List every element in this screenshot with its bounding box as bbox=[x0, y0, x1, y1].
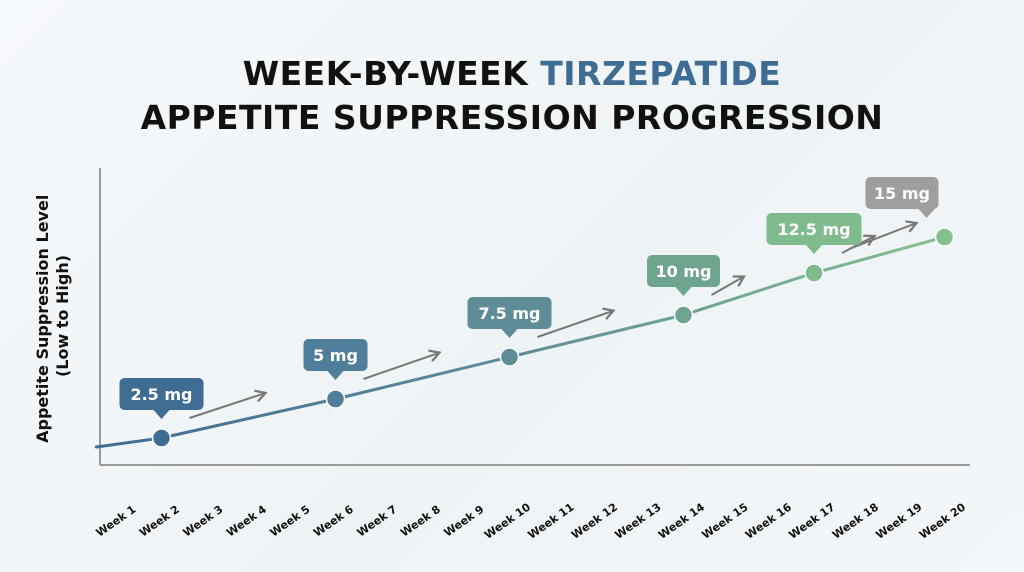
progress-arrow bbox=[711, 275, 746, 296]
progress-arrow bbox=[189, 389, 268, 419]
progress-arrows bbox=[189, 220, 919, 419]
dose-label-pointer bbox=[806, 245, 822, 254]
x-tick-label: Week 12 bbox=[569, 501, 620, 542]
dose-label-box bbox=[303, 339, 368, 371]
data-point bbox=[804, 263, 824, 283]
data-point bbox=[934, 227, 955, 247]
dose-label-pointer bbox=[501, 329, 518, 338]
dose-label-box bbox=[467, 297, 552, 329]
progress-arrow bbox=[537, 307, 616, 338]
dose-label: 5 mg bbox=[303, 339, 368, 380]
x-tick-label: Week 9 bbox=[442, 503, 487, 540]
x-tick-label: Week 11 bbox=[526, 501, 577, 542]
x-tick-label: Week 8 bbox=[398, 503, 443, 540]
x-tick-label: Week 2 bbox=[137, 503, 182, 540]
chart-title-line-1: WEEK-BY-WEEK TIRZEPATIDE bbox=[0, 54, 1024, 93]
x-tick-label: Week 5 bbox=[268, 503, 313, 540]
dose-label-pointer bbox=[153, 410, 170, 419]
x-tick-label: Week 20 bbox=[917, 500, 968, 541]
dose-label-text: 2.5 mg bbox=[130, 385, 192, 404]
x-tick-label: Week 6 bbox=[311, 503, 356, 540]
data-point bbox=[325, 389, 346, 409]
x-tick-label: Week 17 bbox=[787, 501, 838, 542]
y-axis-title: Appetite Suppression Level (Low to High) bbox=[33, 189, 72, 443]
x-tick-label: Week 16 bbox=[743, 500, 794, 541]
dose-label-text: 10 mg bbox=[656, 262, 712, 281]
dose-label: 2.5 mg bbox=[119, 378, 204, 419]
dose-label: 7.5 mg bbox=[467, 297, 552, 338]
x-tick-label: Week 1 bbox=[94, 503, 139, 540]
x-tick-label: Week 14 bbox=[656, 500, 707, 541]
x-tick-label: Week 4 bbox=[224, 503, 269, 540]
dose-label-text: 12.5 mg bbox=[777, 220, 850, 239]
data-point bbox=[499, 347, 520, 367]
dose-label-pointer bbox=[918, 209, 935, 218]
chart-title-line-2: APPETITE SUPPRESSION PROGRESSION bbox=[140, 98, 884, 137]
x-tick-label: Week 19 bbox=[874, 501, 925, 542]
dose-label-pointer bbox=[675, 287, 692, 296]
title-accent: TIRZEPATIDE bbox=[540, 54, 782, 93]
progress-arrow bbox=[848, 220, 919, 250]
dose-labels: 2.5 mg 5 mg 7.5 mg 10 mg 12.5 mg 15 mg bbox=[119, 177, 939, 419]
x-tick-label: Week 15 bbox=[700, 501, 751, 542]
dose-label-text: 15 mg bbox=[874, 184, 930, 203]
dose-label: 10 mg bbox=[647, 255, 720, 296]
data-point bbox=[673, 305, 694, 325]
dose-label-box bbox=[647, 255, 720, 287]
dose-points bbox=[151, 227, 955, 448]
dose-label-pointer bbox=[327, 371, 344, 380]
progress-arrow bbox=[363, 349, 442, 380]
dose-label-box bbox=[119, 378, 204, 410]
x-tick-label: Week 13 bbox=[613, 501, 664, 542]
dose-label-box bbox=[766, 213, 862, 245]
y-axis-title-line-2: (Low to High) bbox=[53, 255, 72, 377]
x-tick-label: Week 3 bbox=[181, 503, 226, 540]
dose-label-box bbox=[865, 177, 939, 209]
dose-label-text: 7.5 mg bbox=[478, 304, 540, 323]
dose-label-text: 5 mg bbox=[313, 346, 358, 365]
x-tick-label: Week 10 bbox=[482, 500, 533, 541]
x-tick-label: Week 7 bbox=[355, 503, 400, 540]
dose-label: 12.5 mg bbox=[766, 213, 862, 254]
data-point bbox=[151, 428, 172, 448]
dose-label: 15 mg bbox=[865, 177, 939, 218]
y-axis-title-line-1: Appetite Suppression Level bbox=[33, 195, 52, 443]
x-tick-label: Week 18 bbox=[830, 501, 881, 542]
title-prefix: WEEK-BY-WEEK bbox=[242, 54, 529, 93]
